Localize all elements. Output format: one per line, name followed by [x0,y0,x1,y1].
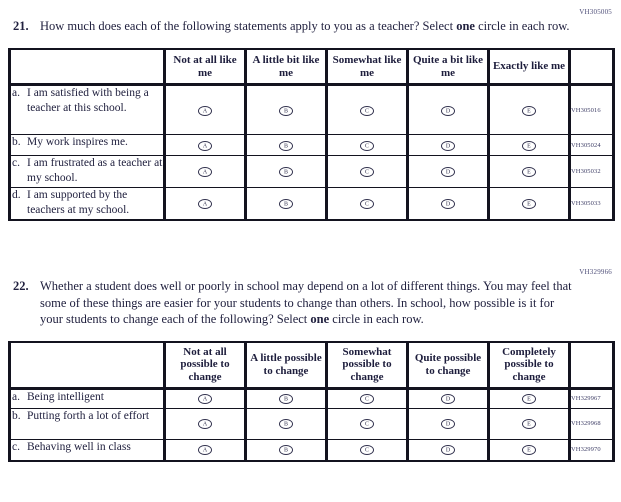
table-row: c. I am frustrated as a teacher at my sch… [8,155,615,189]
question-21-number: 21. [13,19,29,33]
row-letter: d. [12,189,21,202]
answer-oval[interactable]: A [198,198,212,209]
row-text: My work inspires me. [27,136,128,149]
answer-oval[interactable]: D [441,393,455,404]
table-row: b. My work inspires me. A B C D E VH30502… [8,134,615,157]
question-21-bold-word: one [456,19,475,33]
item-code: VH305016 [568,84,615,136]
question-22-text: Whether a student does well or poorly in… [40,278,572,327]
answer-oval[interactable]: A [198,393,212,404]
question-22: 22. Whether a student does well or poorl… [13,278,573,328]
row-stem: b. My work inspires me. [8,134,166,157]
row-text: I am supported by the teachers at my sch… [27,189,130,217]
row-letter: a. [12,390,20,403]
form-code-q21: VH305005 [579,8,612,16]
column-header: Not at all possible to change [163,341,247,390]
question-21-text: How much does each of the following stat… [40,19,570,33]
answer-oval[interactable]: A [198,418,212,429]
response-table-q22: Not at all possible to change A little p… [8,341,615,462]
answer-oval[interactable]: D [441,105,455,116]
column-header: A little possible to change [244,341,328,390]
answer-oval[interactable]: E [522,393,536,404]
answer-oval[interactable]: C [360,393,374,404]
row-stem: d. I am supported by the teachers at my s… [8,187,166,221]
table-row: d. I am supported by the teachers at my s… [8,187,615,221]
answer-oval[interactable]: C [360,140,374,151]
header-empty-code [568,48,615,87]
answer-oval[interactable]: D [441,140,455,151]
row-stem: b. Putting forth a lot of effort [8,407,166,440]
table-row: c. Behaving well in class A B C D E VH329… [8,438,615,462]
answer-oval[interactable]: B [279,167,293,178]
answer-oval[interactable]: A [198,167,212,178]
item-code: VH329970 [568,438,615,462]
row-letter: b. [12,409,21,422]
row-text: I am frustrated as a teacher at my schoo… [27,157,163,185]
item-code: VH305024 [568,134,615,157]
question-22-bold-word: one [310,312,330,327]
column-header: Completely possible to change [487,341,571,390]
answer-oval[interactable]: C [360,418,374,429]
table-row: a. Being intelligent A B C D E VH329967 [8,387,615,409]
column-header: A little bit like me [244,48,328,87]
column-header: Exactly like me [487,48,571,87]
answer-oval[interactable]: D [441,445,455,456]
header-empty-stem [8,48,166,87]
row-stem: c. Behaving well in class [8,438,166,462]
item-code: VH329967 [568,387,615,409]
answer-oval[interactable]: A [198,445,212,456]
answer-oval[interactable]: B [279,105,293,116]
answer-oval[interactable]: C [360,198,374,209]
answer-oval[interactable]: E [522,105,536,116]
header-empty-stem [8,341,166,390]
table-row: a. I am satisfied with being a teacher at… [8,84,615,136]
row-stem: a. Being intelligent [8,387,166,409]
row-text: Behaving well in class [27,440,131,453]
answer-oval[interactable]: E [522,167,536,178]
header-empty-code [568,341,615,390]
row-stem: c. I am frustrated as a teacher at my sch… [8,155,166,189]
answer-oval[interactable]: E [522,140,536,151]
row-text: I am satisfied with being a teacher at t… [27,87,149,115]
answer-oval[interactable]: C [360,105,374,116]
row-stem: a. I am satisfied with being a teacher at… [8,84,166,136]
answer-oval[interactable]: A [198,140,212,151]
column-header: Somewhat possible to change [325,341,409,390]
answer-oval[interactable]: B [279,198,293,209]
question-22-number: 22. [13,278,29,293]
answer-oval[interactable]: B [279,445,293,456]
answer-oval[interactable]: D [441,418,455,429]
answer-oval[interactable]: D [441,167,455,178]
form-code-q22: VH329966 [579,267,612,276]
table-row: b. Putting forth a lot of effort A B C D … [8,407,615,440]
header-row: Not at all like me A little bit like me … [8,48,615,87]
item-code: VH305033 [568,187,615,221]
row-text: Putting forth a lot of effort [27,409,150,422]
row-letter: c. [12,440,20,453]
column-header: Not at all like me [163,48,247,87]
answer-oval[interactable]: D [441,198,455,209]
column-header: Quite possible to change [406,341,490,390]
answer-oval[interactable]: E [522,418,536,429]
question-21: 21. How much does each of the following … [13,18,573,35]
response-table-q21: Not at all like me A little bit like me … [8,47,615,221]
item-code: VH329968 [568,407,615,440]
row-text: Being intelligent [27,390,104,403]
answer-oval[interactable]: B [279,140,293,151]
answer-oval[interactable]: B [279,418,293,429]
answer-oval[interactable]: A [198,105,212,116]
answer-oval[interactable]: B [279,393,293,404]
header-row: Not at all possible to change A little p… [8,341,615,390]
column-header: Quite a bit like me [406,48,490,87]
answer-oval[interactable]: C [360,445,374,456]
answer-oval[interactable]: E [522,198,536,209]
column-header: Somewhat like me [325,48,409,87]
item-code: VH305032 [568,155,615,189]
row-letter: c. [12,157,20,170]
row-letter: b. [12,136,21,149]
row-letter: a. [12,87,20,100]
answer-oval[interactable]: C [360,167,374,178]
answer-oval[interactable]: E [522,445,536,456]
